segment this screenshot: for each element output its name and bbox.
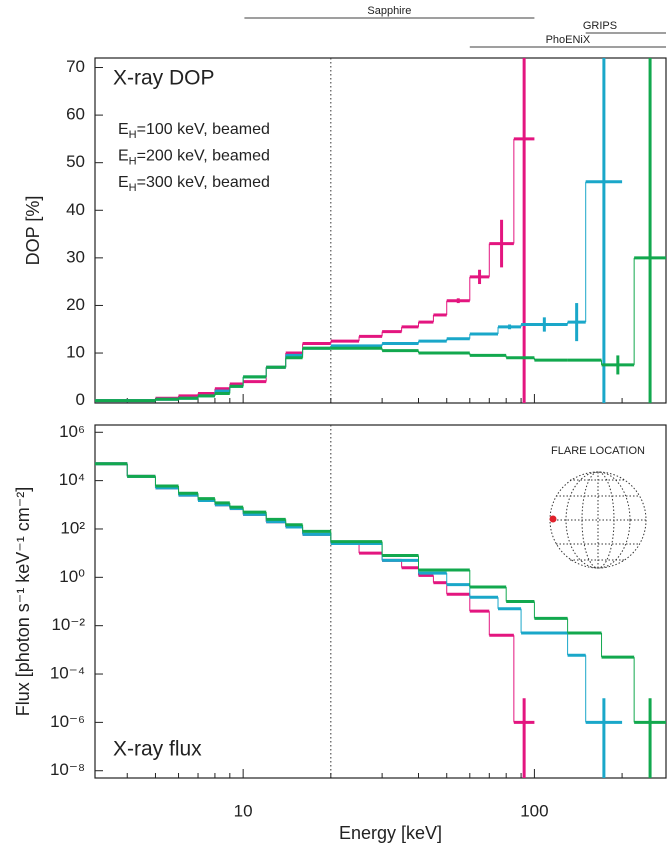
instrument-label: Sapphire	[367, 5, 411, 17]
y-tick-label: 10⁶	[59, 422, 85, 441]
y-axis-label: Flux [photon s⁻¹ keV⁻¹ cm⁻²]	[13, 487, 33, 717]
y-tick-label: 0	[76, 390, 85, 409]
flare-marker	[549, 515, 557, 523]
instrument-label: PhoENiX	[546, 34, 591, 46]
y-tick-label: 10	[66, 343, 85, 362]
instrument-label: GRIPS	[583, 20, 617, 32]
y-tick-label: 10⁻⁶	[50, 712, 85, 731]
y-tick-label: 10⁻⁸	[50, 760, 85, 779]
annotation: FLARE LOCATION	[551, 445, 645, 457]
panel-title: X-ray DOP	[113, 67, 215, 90]
y-axis-label: DOP [%]	[23, 196, 43, 266]
y-tick-label: 30	[66, 247, 85, 266]
y-tick-label: 10⁰	[59, 567, 85, 586]
y-tick-label: 60	[66, 105, 85, 124]
y-tick-label: 70	[66, 57, 85, 76]
y-tick-label: 10⁻⁴	[50, 664, 85, 683]
legend-label: EH=200 keV, beamed	[118, 148, 270, 168]
series-layer	[95, 58, 666, 403]
y-tick-label: 40	[66, 200, 85, 219]
flare-location-disk	[549, 471, 647, 569]
y-tick-label: 10²	[60, 518, 85, 537]
legend-label: EH=300 keV, beamed	[118, 174, 270, 194]
y-tick-label: 10⁴	[59, 470, 85, 489]
y-tick-label: 10⁻²	[51, 615, 85, 634]
x-tick-label: 100	[520, 801, 548, 820]
plot-frame	[94, 424, 667, 779]
legend-label: EH=100 keV, beamed	[118, 121, 270, 141]
x-axis-label: Energy [keV]	[339, 823, 442, 843]
series-layer	[95, 462, 666, 778]
plot-frame	[94, 57, 667, 404]
y-tick-label: 50	[66, 152, 85, 171]
panel-title: X-ray flux	[113, 738, 202, 761]
x-tick-label: 10	[234, 801, 253, 820]
y-tick-label: 20	[66, 295, 85, 314]
